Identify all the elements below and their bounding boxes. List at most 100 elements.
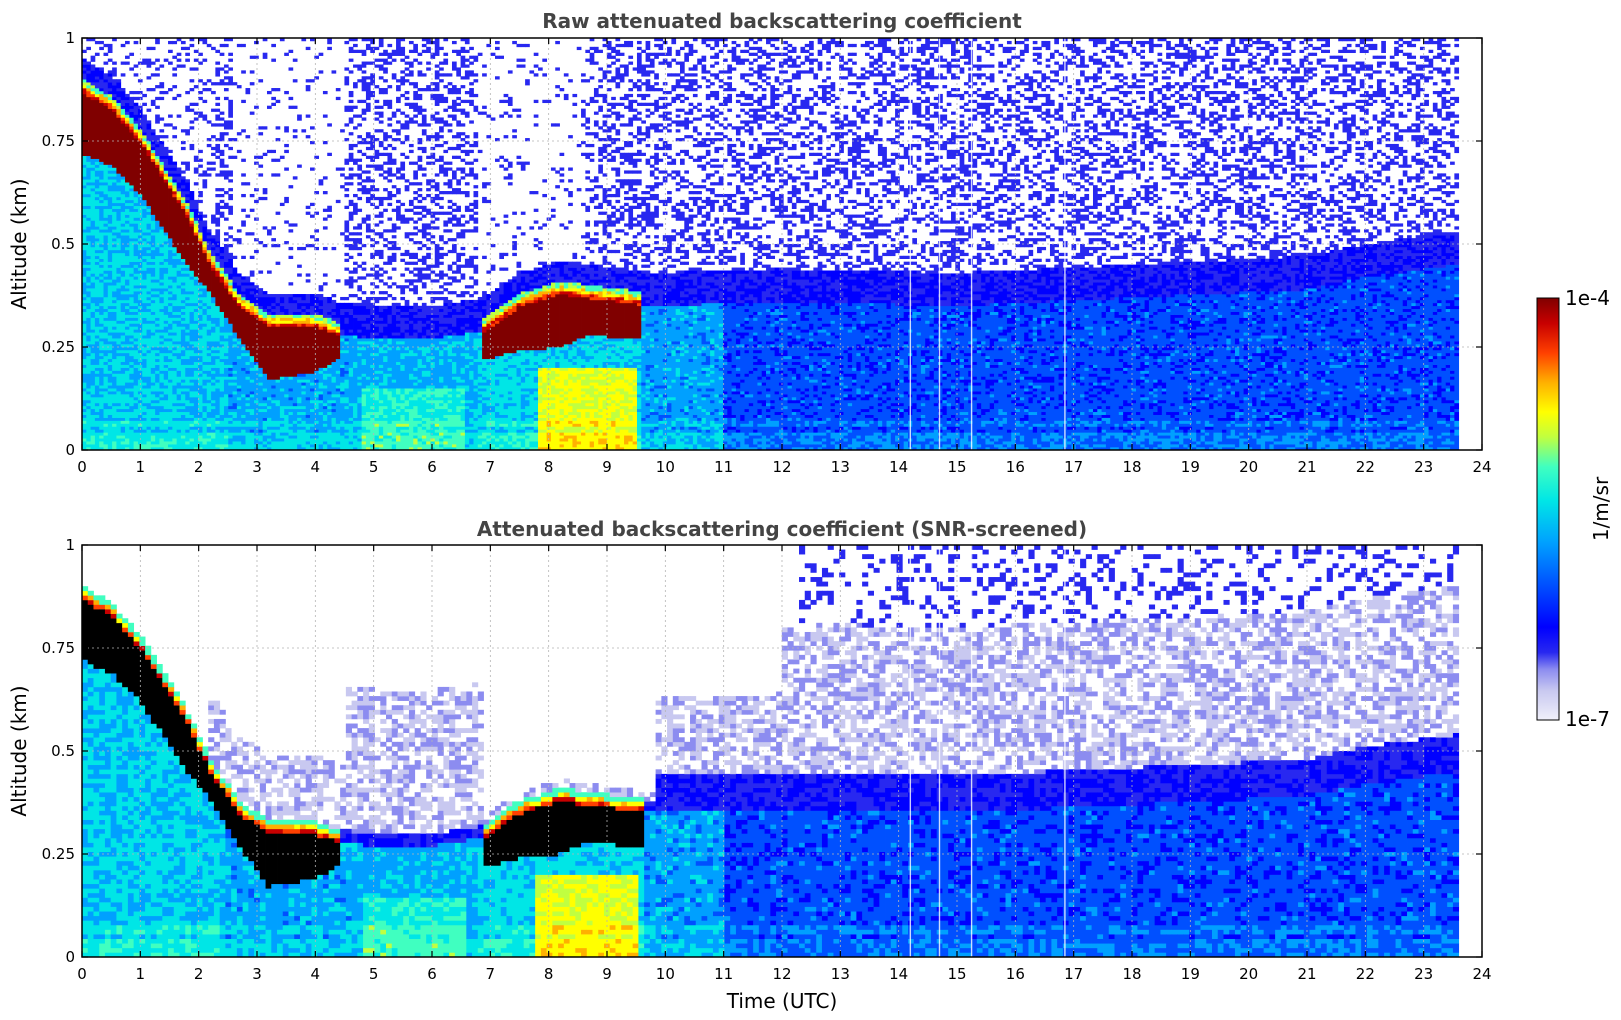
heatmap-cell [107,102,113,109]
heatmap-cell [94,367,100,371]
heatmap-cell [94,205,100,209]
heatmap-cell [482,323,487,327]
heatmap-cell [408,408,414,448]
heatmap-cell [120,193,126,204]
heatmap-cell [447,238,453,242]
heatmap-cell [344,302,350,310]
heatmap-cell [348,152,354,162]
heatmap-cell [439,79,444,83]
heatmap-cell [189,311,195,324]
heatmap-cell [417,229,423,233]
heatmap-cell [344,188,350,192]
heatmap-cell [103,388,109,392]
heatmap-cell [413,379,418,383]
heatmap-cell [486,441,492,450]
heatmap-cell [555,85,560,89]
heatmap-cell [168,323,173,330]
heatmap-cell [451,447,457,450]
heatmap-cell [202,58,208,62]
heatmap-cell [477,426,483,430]
heatmap-cell [408,349,414,357]
heatmap-cell [417,382,423,389]
heatmap-cell [168,173,173,177]
heatmap-cell [400,341,406,345]
heatmap-cell [473,226,479,233]
heatmap-cell [495,358,500,374]
heatmap-cell [327,296,332,304]
heatmap-cell [150,246,156,251]
heatmap-cell [559,432,565,436]
heatmap-cell [279,302,285,307]
heatmap-cell [271,385,276,389]
heatmap-cell [322,367,328,371]
heatmap-cell [391,252,397,262]
heatmap-cell [546,429,552,433]
heatmap-cell [404,179,410,183]
heatmap-cell [391,382,397,389]
heatmap-cell [331,376,337,383]
heatmap-cell [142,138,147,142]
heatmap-cell [451,223,457,227]
heatmap-cell [421,88,427,92]
heatmap-cell [400,338,406,342]
heatmap-cell [155,291,160,295]
heatmap-cell [507,391,513,395]
heatmap-cell [90,70,96,83]
heatmap-cell [275,294,281,304]
heatmap-cell [185,432,190,442]
heatmap-cell [202,179,208,189]
heatmap-cell [112,38,117,42]
heatmap-cell [555,267,560,283]
heatmap-cell [301,323,307,327]
heatmap-cell [555,67,560,71]
heatmap-cell [327,329,332,333]
heatmap-cell [430,264,436,268]
heatmap-cell [142,358,147,368]
heatmap-cell [142,417,147,421]
heatmap-cell [185,276,190,292]
heatmap-cell [125,264,130,268]
heatmap-cell [155,317,160,321]
heatmap-cell [538,402,543,413]
heatmap-cell [82,193,87,198]
heatmap-cell [258,435,264,442]
heatmap-cell [469,408,474,413]
heatmap-cell [185,411,190,418]
heatmap-cell [529,349,535,368]
heatmap-cell [99,326,104,330]
heatmap-cell [279,305,285,312]
heatmap-cell [301,385,307,389]
heatmap-cell [361,299,367,307]
heatmap-cell [159,261,165,265]
heatmap-cell [568,296,573,345]
heatmap-cell [469,70,474,77]
heatmap-cell [241,158,246,162]
heatmap-cell [546,264,552,268]
heatmap-cell [499,252,504,260]
heatmap-cell [473,158,479,162]
heatmap-cell [189,429,195,439]
heatmap-cell [434,202,440,207]
heatmap-cell [469,399,474,404]
heatmap-cell [417,205,423,209]
heatmap-cell [163,167,169,171]
heatmap-cell [482,305,487,310]
heatmap-cell [266,229,272,236]
heatmap-cell [447,308,453,312]
heatmap-cell [516,435,522,439]
heatmap-cell [168,149,173,154]
heatmap-cell [116,338,122,345]
heatmap-cell [146,211,152,215]
heatmap-cell [383,305,388,310]
heatmap-cell [125,423,130,439]
heatmap-cell [572,285,578,289]
heatmap-cell [589,335,595,339]
heatmap-cell [344,429,350,433]
heatmap-cell [486,399,492,407]
heatmap-cell [301,391,307,395]
heatmap-cell [456,88,461,95]
heatmap-cell [344,317,350,324]
heatmap-cell [228,426,233,433]
heatmap-cell [439,376,444,383]
heatmap-cell [112,202,117,207]
